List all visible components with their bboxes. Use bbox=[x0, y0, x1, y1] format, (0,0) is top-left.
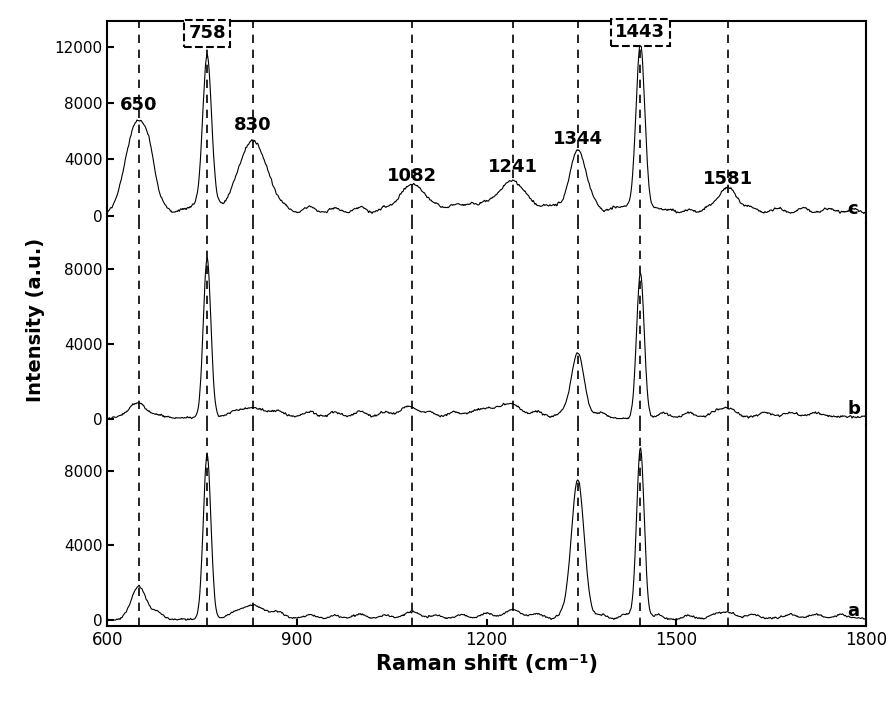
Text: 1082: 1082 bbox=[387, 167, 437, 185]
Text: 650: 650 bbox=[120, 96, 157, 114]
Text: c: c bbox=[847, 200, 858, 218]
Text: b: b bbox=[847, 400, 860, 418]
Text: Intensity (a.u.): Intensity (a.u.) bbox=[26, 238, 46, 402]
Text: 1581: 1581 bbox=[703, 169, 753, 188]
Text: 758: 758 bbox=[188, 24, 226, 43]
Text: 1241: 1241 bbox=[488, 159, 538, 176]
X-axis label: Raman shift (cm⁻¹): Raman shift (cm⁻¹) bbox=[376, 654, 597, 674]
Text: 1344: 1344 bbox=[553, 130, 603, 148]
Text: a: a bbox=[847, 602, 859, 620]
Text: 1443: 1443 bbox=[615, 23, 665, 41]
Text: 830: 830 bbox=[234, 116, 271, 134]
